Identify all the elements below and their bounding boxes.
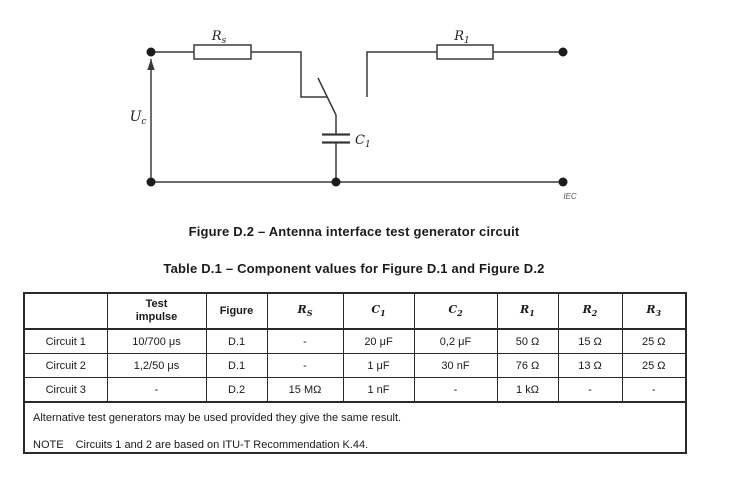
resistor-rs-symbol <box>193 44 252 60</box>
cell-figure: D.2 <box>205 377 268 403</box>
note-text: Circuits 1 and 2 are based on ITU-T Reco… <box>75 439 369 451</box>
terminal-dot-bottom-left <box>146 177 156 187</box>
cell-r3: 25 Ω <box>621 328 687 354</box>
col-header-test-impulse: Test impulse <box>106 292 207 330</box>
cell-c1: 1 μF <box>342 353 415 378</box>
cell-test-impulse: 10/700 μs <box>106 328 207 354</box>
label-rs: Rs <box>211 29 227 46</box>
label-r1: R1 <box>453 29 470 46</box>
cell-r1: 76 Ω <box>496 353 559 378</box>
label-uc: Uc <box>130 109 147 127</box>
cell-rs: - <box>266 353 344 378</box>
note-label: NOTE <box>33 439 64 451</box>
cell-figure: D.1 <box>205 328 268 354</box>
cell-test-impulse: - <box>106 377 207 403</box>
cell-rs: 15 MΩ <box>266 377 344 403</box>
terminal-dot-bottom-right <box>558 177 568 187</box>
cell-name: Circuit 3 <box>23 377 108 403</box>
cell-c1: 20 μF <box>342 328 415 354</box>
table-footnote-alternative: Alternative test generators may be used … <box>33 412 402 424</box>
cell-r1: 1 kΩ <box>496 377 559 403</box>
wire-switch-contact <box>251 51 327 98</box>
cell-c1: 1 nF <box>342 377 415 403</box>
cell-test-impulse: 1,2/50 μs <box>106 353 207 378</box>
table-row-circuit-2: Circuit 2 1,2/50 μs D.1 - 1 μF 30 nF 76 … <box>23 353 687 378</box>
col-header-r3: R3 <box>621 292 687 330</box>
cell-r2: - <box>557 377 623 403</box>
cell-r3: - <box>621 377 687 403</box>
resistor-r1-symbol <box>436 44 494 60</box>
cell-c2: - <box>413 377 498 403</box>
col-header-r2: R2 <box>557 292 623 330</box>
circuit-diagram: Rs R1 Uc C1 IEC <box>130 29 577 201</box>
header-row: Test impulse Figure RS C1 C2 R1 R2 R3 <box>23 292 687 330</box>
cell-figure: D.1 <box>205 353 268 378</box>
col-header-blank <box>23 292 108 330</box>
junction-dot <box>331 177 341 187</box>
col-header-c1: C1 <box>342 292 415 330</box>
component-values-table: Test impulse Figure RS C1 C2 R1 R2 R3 Ci… <box>23 292 687 454</box>
col-header-c2: C2 <box>413 292 498 330</box>
cell-r1: 50 Ω <box>496 328 559 354</box>
switch-blade <box>317 77 337 116</box>
col-header-figure: Figure <box>205 292 268 330</box>
col-header-rs: RS <box>266 292 344 330</box>
terminal-dot-top-left <box>146 47 156 57</box>
cell-rs: - <box>266 328 344 354</box>
cell-c2: 0,2 μF <box>413 328 498 354</box>
table-footnote-note: NOTE Circuits 1 and 2 are based on ITU-T … <box>33 438 679 452</box>
table-row-circuit-1: Circuit 1 10/700 μs D.1 - 20 μF 0,2 μF 5… <box>23 328 687 354</box>
terminal-dot-top-right <box>558 47 568 57</box>
table-footer-cell: Alternative test generators may be used … <box>23 401 687 454</box>
cell-name: Circuit 2 <box>23 353 108 378</box>
cell-c2: 30 nF <box>413 353 498 378</box>
cell-name: Circuit 1 <box>23 328 108 354</box>
table-footer-row: Alternative test generators may be used … <box>23 401 687 454</box>
source-arrow <box>147 59 155 70</box>
figure-caption: Figure D.2 – Antenna interface test gene… <box>188 224 520 239</box>
cell-r3: 25 Ω <box>621 353 687 378</box>
table-caption: Table D.1 – Component values for Figure … <box>163 261 545 276</box>
col-header-r1: R1 <box>496 292 559 330</box>
label-c1: C1 <box>355 133 371 150</box>
wire-right-stub <box>366 51 437 97</box>
cell-r2: 13 Ω <box>557 353 623 378</box>
cell-r2: 15 Ω <box>557 328 623 354</box>
iec-mark: IEC <box>563 192 577 201</box>
table-row-circuit-3: Circuit 3 - D.2 15 MΩ 1 nF - 1 kΩ - - <box>23 377 687 403</box>
